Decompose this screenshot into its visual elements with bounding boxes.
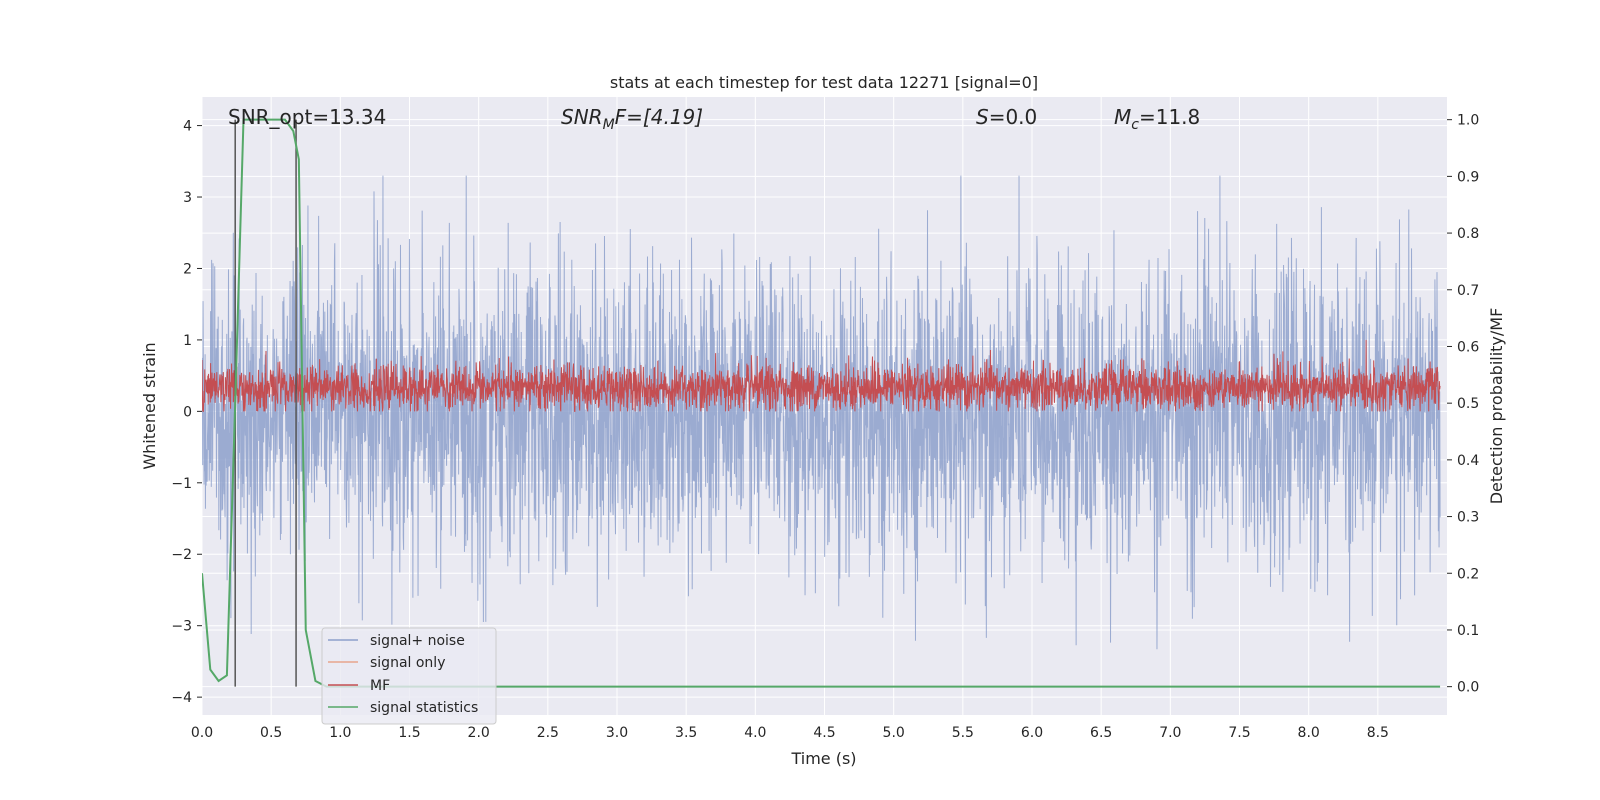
y-right-tick-label: 0.4 bbox=[1457, 453, 1479, 469]
x-tick-label: 1.0 bbox=[329, 725, 351, 741]
x-tick-label: 4.5 bbox=[813, 725, 835, 741]
x-tick-label: 3.5 bbox=[675, 725, 697, 741]
y-right-tick-label: 0.7 bbox=[1457, 283, 1479, 299]
annotation-snr-mf-rest: F=[4.19] bbox=[615, 105, 703, 129]
y-left-tick-label: −2 bbox=[171, 547, 192, 563]
annotation-snr-opt: SNR_opt=13.34 bbox=[228, 105, 386, 129]
y-left-tick-label: −4 bbox=[171, 690, 192, 706]
y-right-tick-label: 0.0 bbox=[1457, 680, 1479, 696]
y-right-tick-label: 0.3 bbox=[1457, 510, 1479, 526]
x-tick-label: 4.0 bbox=[744, 725, 766, 741]
y-left-tick-label: −3 bbox=[171, 619, 192, 635]
chart-title: stats at each timestep for test data 122… bbox=[610, 73, 1038, 92]
x-tick-label: 0.0 bbox=[191, 725, 213, 741]
y-right-tick-label: 0.5 bbox=[1457, 396, 1479, 412]
x-tick-label: 3.0 bbox=[606, 725, 628, 741]
annotation-s-var: S bbox=[976, 105, 989, 129]
x-tick-label: 8.5 bbox=[1367, 725, 1389, 741]
annotation-snr-mf: SNRMF=[4.19] bbox=[561, 105, 703, 133]
x-tick-label: 2.0 bbox=[468, 725, 490, 741]
y-left-tick-label: 1 bbox=[183, 333, 192, 349]
legend-label-signal-statistics: signal statistics bbox=[370, 700, 478, 716]
x-tick-label: 2.5 bbox=[537, 725, 559, 741]
x-tick-label: 8.0 bbox=[1298, 725, 1320, 741]
x-tick-label: 7.5 bbox=[1228, 725, 1250, 741]
y-right-tick-label: 1.0 bbox=[1457, 113, 1479, 129]
legend-label-signal-noise: signal+ noise bbox=[370, 633, 465, 649]
x-tick-label: 5.5 bbox=[952, 725, 974, 741]
y-right-tick-label: 0.6 bbox=[1457, 339, 1479, 355]
legend: signal+ noise signal only MF signal stat… bbox=[321, 627, 497, 725]
annotation-s: S=0.0 bbox=[976, 105, 1037, 129]
y-right-tick-label: 0.2 bbox=[1457, 566, 1479, 582]
legend-box bbox=[321, 627, 497, 725]
legend-label-signal-only: signal only bbox=[370, 655, 445, 671]
annotation-mc-sub: c bbox=[1131, 117, 1139, 133]
annotation-snr-mf-sub: M bbox=[603, 117, 615, 133]
legend-label-mf: MF bbox=[370, 678, 390, 694]
annotation-mc: Mc=11.8 bbox=[1114, 105, 1200, 133]
x-tick-label: 0.5 bbox=[260, 725, 282, 741]
y-left-tick-label: 4 bbox=[183, 119, 192, 135]
x-tick-labels: 0.0 0.5 1.0 1.5 2.0 2.5 3.0 3.5 4.0 4.5 5.0 5.5 6.0 6… bbox=[191, 725, 1389, 741]
annotation-s-value: =0.0 bbox=[989, 105, 1038, 129]
annotation-mc-value: =11.8 bbox=[1139, 105, 1200, 129]
x-tick-label: 1.5 bbox=[398, 725, 420, 741]
x-tick-label: 7.0 bbox=[1159, 725, 1181, 741]
x-tick-label: 6.5 bbox=[1090, 725, 1112, 741]
y-right-axis-label: Detection probability/MF bbox=[1487, 308, 1506, 505]
series-mf bbox=[202, 339, 1441, 412]
y-left-tick-label: −1 bbox=[171, 476, 192, 492]
x-axis-label: Time (s) bbox=[790, 749, 856, 768]
x-tick-label: 6.0 bbox=[1021, 725, 1043, 741]
series-signal-statistics bbox=[202, 118, 1441, 688]
y-left-tick-label: 0 bbox=[183, 404, 192, 420]
y-right-tick-label: 0.9 bbox=[1457, 169, 1479, 185]
y-left-tick-label: 2 bbox=[183, 261, 192, 277]
y-right-tick-label: 0.1 bbox=[1457, 623, 1479, 639]
y-left-axis-label: Whitened strain bbox=[140, 342, 159, 469]
y-right-tick-labels: 1.0 0.9 0.8 0.7 0.6 0.5 0.4 0.3 0.2 0.1 0.0 bbox=[1447, 113, 1479, 696]
y-left-tick-label: 3 bbox=[183, 190, 192, 206]
y-right-tick-label: 0.8 bbox=[1457, 226, 1479, 242]
annotation-mc-var: M bbox=[1114, 105, 1131, 129]
y-left-tick-labels: 4 3 2 1 0 −1 −2 −3 −4 bbox=[171, 119, 202, 706]
x-tick-label: 5.0 bbox=[883, 725, 905, 741]
annotation-snr-mf-main: SNR bbox=[561, 105, 603, 129]
